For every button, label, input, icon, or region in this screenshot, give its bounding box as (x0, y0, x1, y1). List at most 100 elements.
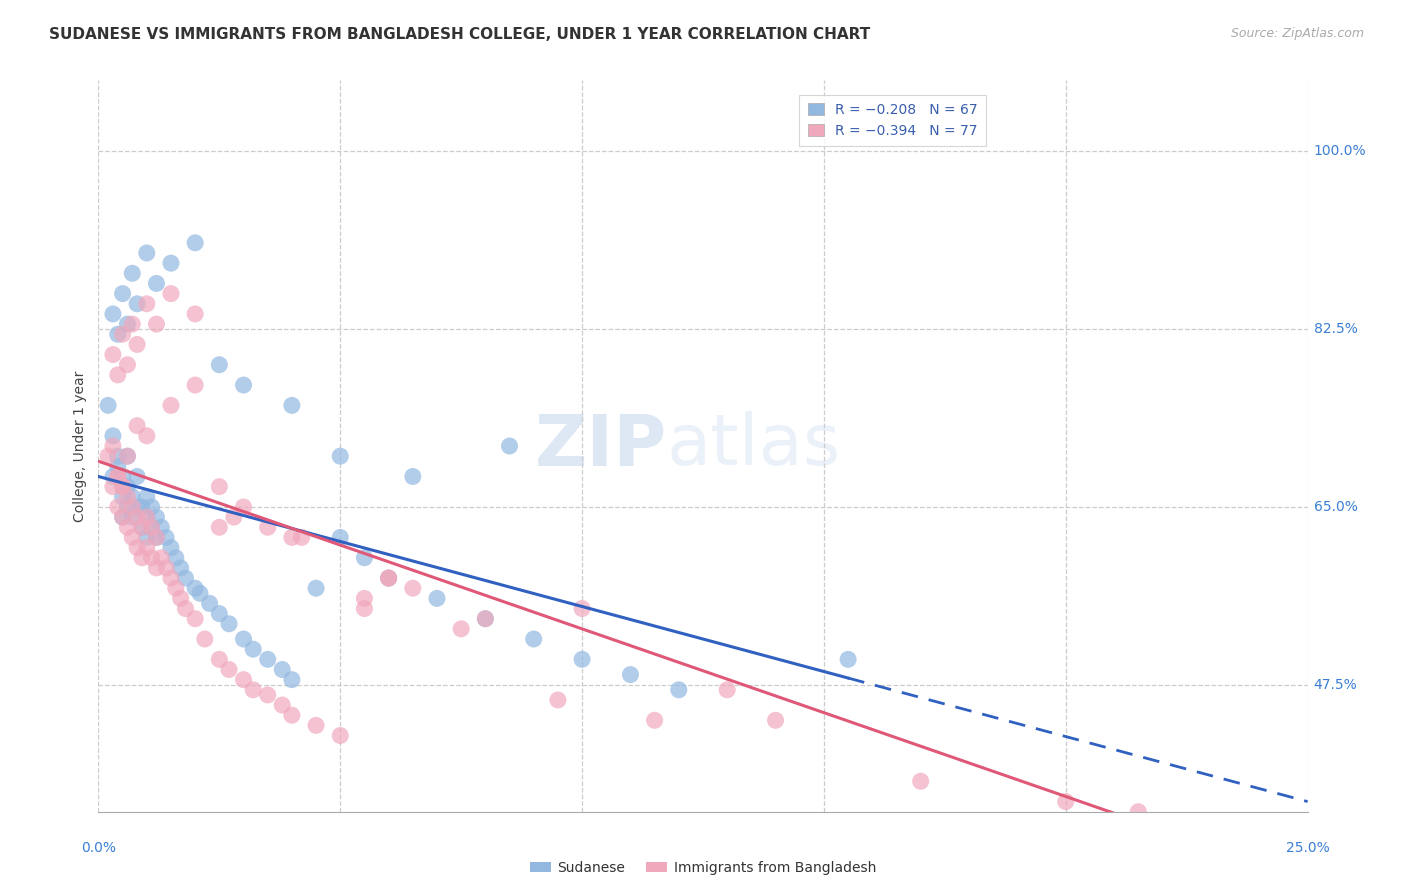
Point (571, 601, 593, 615)
Point (1054, 795, 1077, 809)
Point (426, 591, 449, 606)
Point (165, 550, 187, 565)
Point (619, 667, 641, 681)
Point (232, 378, 254, 392)
Point (329, 729, 352, 743)
Point (111, 510, 134, 524)
Point (145, 510, 167, 524)
Point (101, 348, 124, 362)
Point (910, 774, 932, 789)
Point (101, 429, 124, 443)
Point (135, 297, 157, 311)
Point (402, 581, 425, 595)
Point (160, 541, 183, 555)
Text: 25.0%: 25.0% (1285, 841, 1330, 855)
Point (127, 418, 149, 433)
Point (97, 398, 120, 412)
Point (194, 632, 217, 646)
Point (281, 708, 304, 723)
Point (256, 520, 278, 534)
Point (232, 632, 254, 646)
Point (668, 682, 690, 697)
Point (242, 642, 264, 657)
Point (111, 510, 134, 524)
Point (353, 550, 375, 565)
Point (169, 591, 191, 606)
Point (101, 469, 124, 483)
Point (353, 601, 375, 615)
Point (184, 581, 207, 595)
Point (135, 541, 157, 555)
Point (305, 718, 328, 732)
Point (111, 327, 134, 342)
Point (117, 480, 139, 494)
Point (571, 652, 593, 666)
Point (547, 693, 569, 707)
Point (242, 682, 264, 697)
Point (208, 520, 231, 534)
Point (450, 622, 472, 636)
Point (160, 571, 183, 585)
Point (141, 520, 163, 534)
Text: Source: ZipAtlas.com: Source: ZipAtlas.com (1230, 27, 1364, 40)
Point (135, 510, 157, 524)
Point (377, 571, 399, 585)
Point (107, 368, 129, 382)
Point (101, 480, 124, 494)
Point (117, 317, 139, 331)
Point (208, 607, 231, 621)
Point (145, 277, 167, 291)
Point (765, 714, 787, 728)
Point (127, 469, 149, 483)
Point (232, 673, 254, 687)
Point (271, 698, 294, 712)
Point (101, 307, 124, 321)
Point (155, 561, 177, 575)
Point (222, 510, 245, 524)
Point (135, 490, 157, 504)
Point (107, 469, 129, 483)
Y-axis label: College, Under 1 year: College, Under 1 year (73, 370, 87, 522)
Point (281, 398, 304, 412)
Point (111, 469, 134, 483)
Point (127, 337, 149, 351)
Text: 82.5%: 82.5% (1313, 322, 1358, 336)
Point (121, 530, 143, 544)
Point (305, 581, 328, 595)
Legend: R = −0.208   N = 67, R = −0.394   N = 77: R = −0.208 N = 67, R = −0.394 N = 77 (799, 95, 986, 146)
Point (111, 480, 134, 494)
Point (208, 358, 231, 372)
Point (131, 500, 153, 514)
Point (145, 561, 167, 575)
Point (160, 286, 183, 301)
Point (498, 439, 520, 453)
Point (184, 307, 207, 321)
Point (271, 663, 294, 677)
Text: 0.0%: 0.0% (82, 841, 115, 855)
Point (127, 500, 149, 514)
Text: ZIP: ZIP (534, 411, 666, 481)
Point (208, 480, 231, 494)
Point (208, 652, 231, 666)
Point (141, 550, 163, 565)
Point (218, 616, 240, 631)
Text: SUDANESE VS IMMIGRANTS FROM BANGLADESH COLLEGE, UNDER 1 YEAR CORRELATION CHART: SUDANESE VS IMMIGRANTS FROM BANGLADESH C… (49, 27, 870, 42)
Point (256, 652, 278, 666)
Point (377, 571, 399, 585)
Point (150, 520, 173, 534)
Point (121, 490, 143, 504)
Point (145, 317, 167, 331)
Text: 47.5%: 47.5% (1313, 678, 1357, 691)
Point (111, 286, 134, 301)
Point (135, 530, 157, 544)
Point (121, 510, 143, 524)
Point (160, 398, 183, 412)
Point (121, 266, 143, 280)
Point (107, 327, 129, 342)
Text: 100.0%: 100.0% (1313, 145, 1367, 159)
Point (117, 490, 139, 504)
Point (141, 520, 163, 534)
Point (127, 297, 149, 311)
Point (111, 490, 134, 504)
Point (353, 591, 375, 606)
